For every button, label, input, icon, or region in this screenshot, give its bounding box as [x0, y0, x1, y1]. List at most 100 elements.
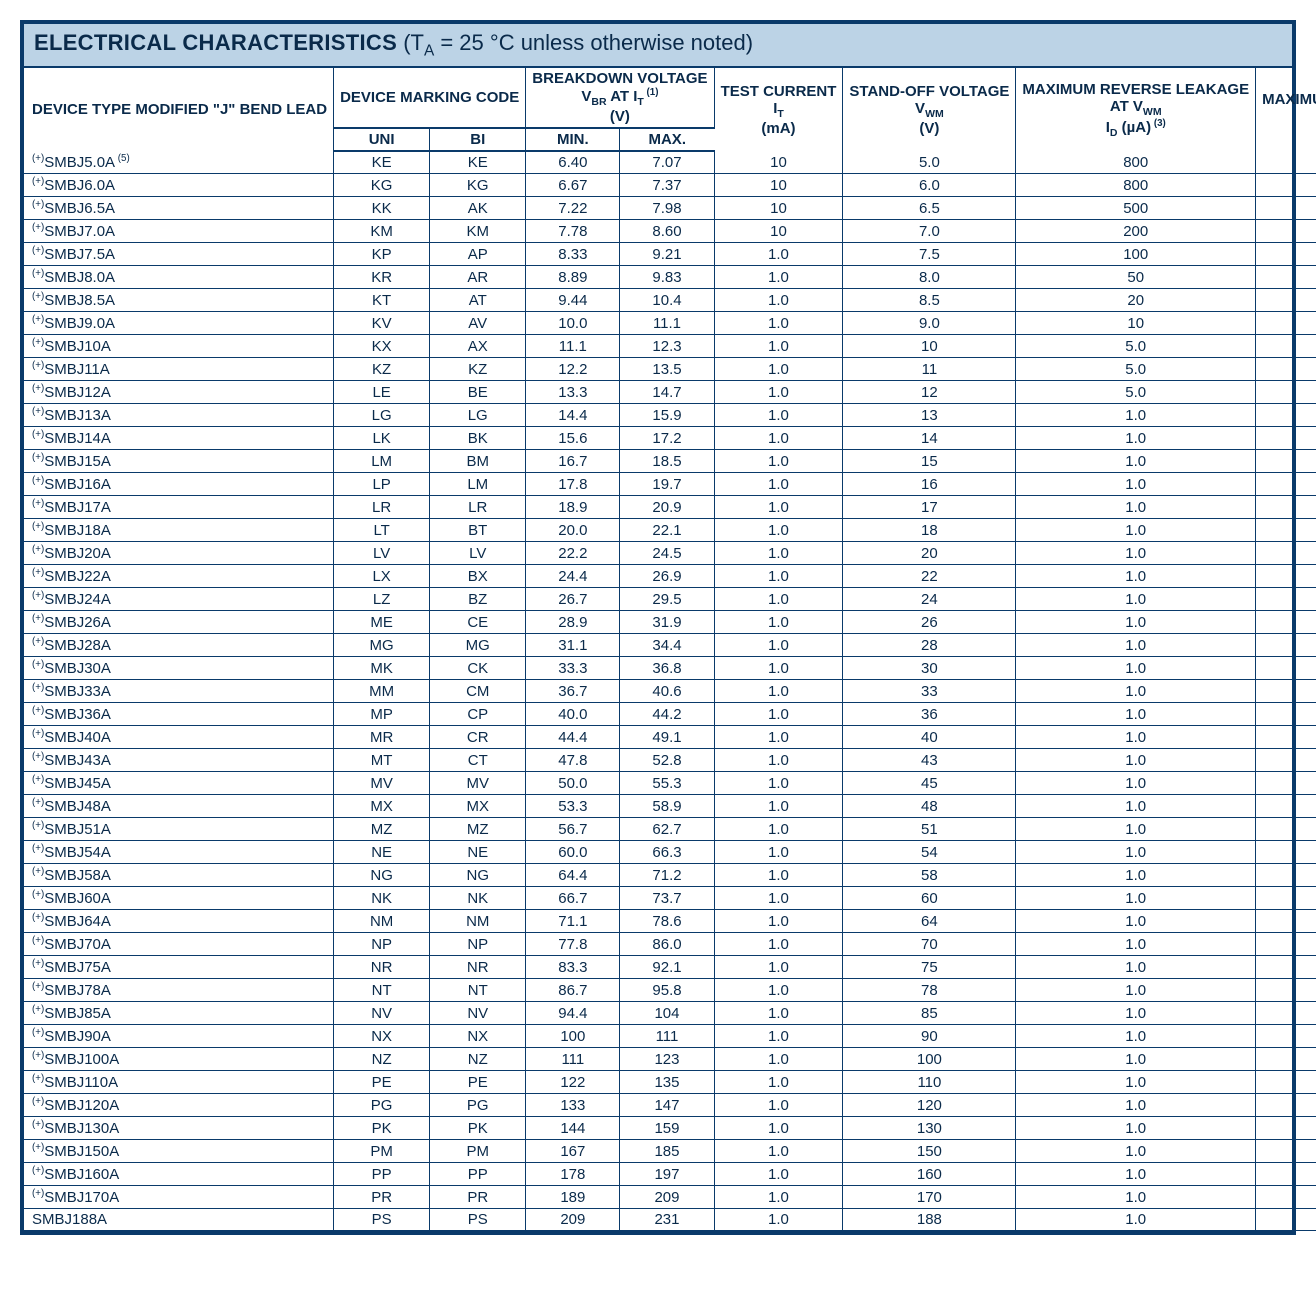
cell-ippm: 5.0 [1256, 956, 1316, 979]
table-row: (+)SMBJ15ALMBM16.718.51.0151.024.624.4 [24, 450, 1316, 473]
cell-max: 14.7 [620, 381, 714, 404]
cell-id: 5.0 [1016, 335, 1256, 358]
cell-min: 9.44 [526, 289, 620, 312]
cell-it: 1.0 [714, 1002, 843, 1025]
table-row: (+)SMBJ10AKXAX11.112.31.0105.035.317.0 [24, 335, 1316, 358]
cell-max: 135 [620, 1071, 714, 1094]
cell-max: 78.6 [620, 910, 714, 933]
cell-uni: KP [334, 243, 430, 266]
cell-uni: KR [334, 266, 430, 289]
cell-uni: KK [334, 197, 430, 220]
cell-device: (+)SMBJ120A [24, 1094, 334, 1117]
cell-uni: KZ [334, 358, 430, 381]
cell-id: 1.0 [1016, 611, 1256, 634]
cell-it: 1.0 [714, 588, 843, 611]
cell-it: 1.0 [714, 266, 843, 289]
table-row: (+)SMBJ150APMPM1671851.01501.02.5243 [24, 1140, 1316, 1163]
cell-ippm: 27.9 [1256, 404, 1316, 427]
table-row: (+)SMBJ43AMTCT47.852.81.0431.08.669.4 [24, 749, 1316, 772]
cell-bi: PG [430, 1094, 526, 1117]
cell-vwm: 13 [843, 404, 1016, 427]
cell-device: (+)SMBJ11A [24, 358, 334, 381]
cell-device: (+)SMBJ100A [24, 1048, 334, 1071]
cell-bi: BX [430, 565, 526, 588]
cell-max: 147 [620, 1094, 714, 1117]
table-row: (+)SMBJ5.0A (5)KEKE6.407.07105.080065.29… [24, 151, 1316, 174]
cell-device: (+)SMBJ17A [24, 496, 334, 519]
cell-id: 5.0 [1016, 358, 1256, 381]
cell-uni: KV [334, 312, 430, 335]
cell-bi: NE [430, 841, 526, 864]
cell-id: 1.0 [1016, 634, 1256, 657]
cell-id: 1.0 [1016, 795, 1256, 818]
cell-bi: MX [430, 795, 526, 818]
cell-vwm: 160 [843, 1163, 1016, 1186]
cell-max: 8.60 [620, 220, 714, 243]
cell-ippm: 41.7 [1256, 289, 1316, 312]
cell-uni: PR [334, 1186, 430, 1209]
cell-ippm: 2.0 [1256, 1209, 1316, 1231]
cell-device: (+)SMBJ58A [24, 864, 334, 887]
cell-it: 1.0 [714, 404, 843, 427]
cell-min: 11.1 [526, 335, 620, 358]
cell-it: 1.0 [714, 381, 843, 404]
cell-bi: NX [430, 1025, 526, 1048]
cell-ippm: 58.3 [1256, 174, 1316, 197]
cell-device: (+)SMBJ43A [24, 749, 334, 772]
cell-it: 1.0 [714, 680, 843, 703]
cell-min: 14.4 [526, 404, 620, 427]
cell-bi: AP [430, 243, 526, 266]
cell-min: 77.8 [526, 933, 620, 956]
col-breakdown: BREAKDOWN VOLTAGE VBR AT IT (1) (V) [526, 68, 714, 128]
cell-id: 1.0 [1016, 703, 1256, 726]
cell-id: 1.0 [1016, 956, 1256, 979]
table-row: (+)SMBJ14ALKBK15.617.21.0141.025.923.2 [24, 427, 1316, 450]
cell-ippm: 4.8 [1256, 979, 1316, 1002]
cell-it: 1.0 [714, 703, 843, 726]
cell-vwm: 58 [843, 864, 1016, 887]
cell-max: 40.6 [620, 680, 714, 703]
cell-id: 500 [1016, 197, 1256, 220]
cell-device: (+)SMBJ36A [24, 703, 334, 726]
cell-uni: NR [334, 956, 430, 979]
cell-bi: NR [430, 956, 526, 979]
table-row: (+)SMBJ20ALVLV22.224.51.0201.018.532.4 [24, 542, 1316, 565]
cell-ippm: 8.6 [1256, 749, 1316, 772]
cell-id: 1.0 [1016, 749, 1256, 772]
cell-id: 1.0 [1016, 427, 1256, 450]
cell-min: 10.0 [526, 312, 620, 335]
cell-device: (+)SMBJ9.0A [24, 312, 334, 335]
cell-device: (+)SMBJ18A [24, 519, 334, 542]
cell-id: 1.0 [1016, 1002, 1256, 1025]
table-row: (+)SMBJ9.0AKVAV10.011.11.09.01039.015.4 [24, 312, 1316, 335]
cell-uni: PP [334, 1163, 430, 1186]
cell-min: 8.33 [526, 243, 620, 266]
cell-it: 1.0 [714, 1209, 843, 1231]
table-row: (+)SMBJ22ALXBX24.426.91.0221.016.935.5 [24, 565, 1316, 588]
cell-bi: KG [430, 174, 526, 197]
cell-id: 1.0 [1016, 818, 1256, 841]
cell-ippm: 4.4 [1256, 1002, 1316, 1025]
cell-uni: MV [334, 772, 430, 795]
cell-uni: PM [334, 1140, 430, 1163]
cell-bi: CR [430, 726, 526, 749]
cell-id: 1.0 [1016, 772, 1256, 795]
cell-ippm: 25.9 [1256, 427, 1316, 450]
title-strong: ELECTRICAL CHARACTERISTICS [34, 30, 397, 55]
table-row: (+)SMBJ100ANZNZ1111231.01001.03.7162 [24, 1048, 1316, 1071]
cell-ippm: 2.5 [1256, 1140, 1316, 1163]
cell-device: (+)SMBJ130A [24, 1117, 334, 1140]
cell-ippm: 53.6 [1256, 197, 1316, 220]
cell-ippm: 20.5 [1256, 519, 1316, 542]
cell-it: 10 [714, 220, 843, 243]
cell-ippm: 12.4 [1256, 657, 1316, 680]
cell-it: 1.0 [714, 749, 843, 772]
cell-max: 36.8 [620, 657, 714, 680]
table-row: (+)SMBJ36AMPCP40.044.21.0361.010.358.1 [24, 703, 1316, 726]
cell-it: 1.0 [714, 312, 843, 335]
cell-ippm: 7.8 [1256, 795, 1316, 818]
cell-min: 144 [526, 1117, 620, 1140]
cell-max: 29.5 [620, 588, 714, 611]
cell-it: 1.0 [714, 289, 843, 312]
cell-uni: NG [334, 864, 430, 887]
